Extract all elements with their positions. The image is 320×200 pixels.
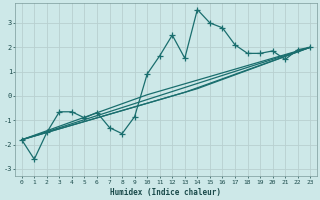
X-axis label: Humidex (Indice chaleur): Humidex (Indice chaleur) (110, 188, 221, 197)
